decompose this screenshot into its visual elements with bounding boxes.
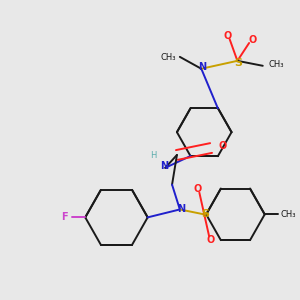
Text: O: O xyxy=(249,35,257,45)
Text: N: N xyxy=(198,62,206,72)
Text: O: O xyxy=(193,184,202,194)
Text: O: O xyxy=(224,31,232,41)
Text: CH₃: CH₃ xyxy=(160,53,176,62)
Text: N: N xyxy=(177,204,185,214)
Text: F: F xyxy=(61,212,68,222)
Text: CH₃: CH₃ xyxy=(268,60,284,69)
Text: O: O xyxy=(219,141,227,151)
Text: H: H xyxy=(150,152,157,160)
Text: S: S xyxy=(201,209,209,219)
Text: S: S xyxy=(234,58,242,68)
Text: N: N xyxy=(160,161,168,171)
Text: O: O xyxy=(207,235,215,245)
Text: CH₃: CH₃ xyxy=(280,210,296,219)
